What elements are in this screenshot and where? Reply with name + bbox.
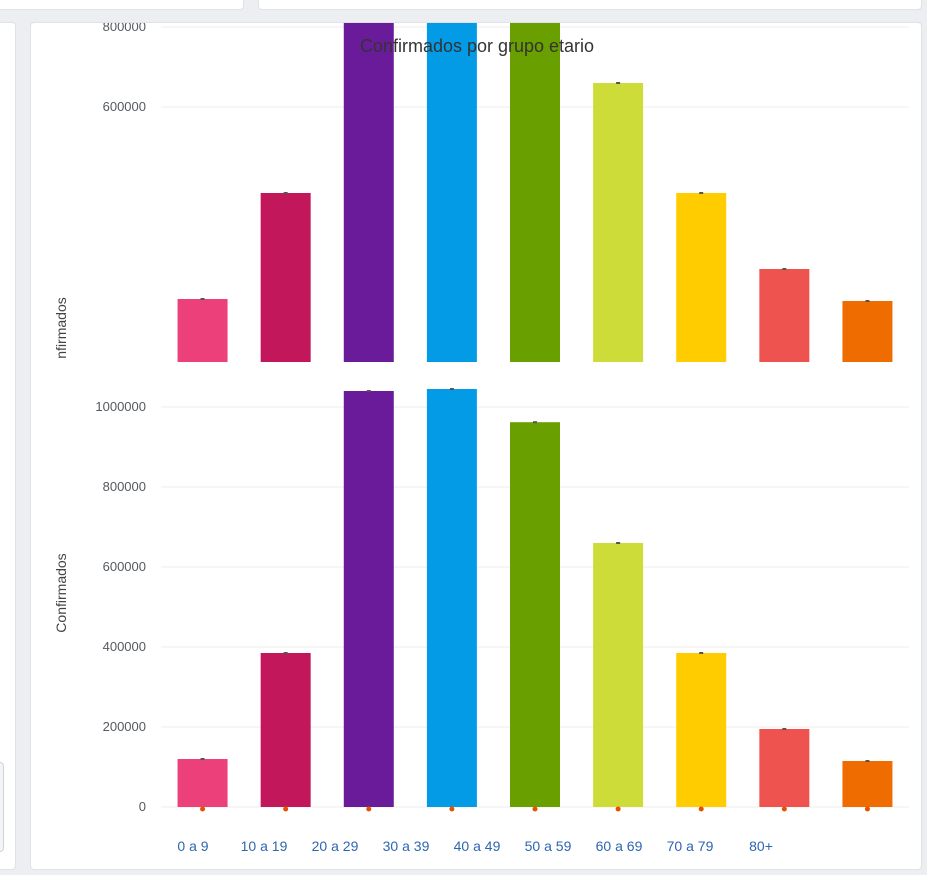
bar-chart: 0 200000 400000 600000 800000 1000000 600000 80… [53,23,909,854]
top-right-panel [258,0,922,10]
y-tick-label: 400000 [103,639,146,654]
bar-base-marker [781,806,787,812]
left-panel [0,22,16,870]
x-tick-label: 40 a 49 [454,838,501,854]
bar-upper-10-a-19[interactable] [260,193,311,362]
left-panel-widget [0,762,4,852]
chart-panel: 0 200000 400000 600000 800000 1000000 600000 80… [30,22,922,870]
bar-70-a-79[interactable] [759,729,810,807]
y-tick-label: 200000 [103,719,146,734]
y-axis-label: Confirmados [53,553,69,632]
bar-upper-top-marker [782,268,787,270]
chart-title: Confirmados por grupo etario [360,36,594,56]
bar-80+[interactable] [842,761,893,807]
bar-base-marker [532,806,538,812]
bar-top-marker [366,390,371,392]
bar-top-marker [782,728,787,730]
y-tick-label: 600000 [103,559,146,574]
bar-top-marker [449,388,454,390]
bar-top-marker [616,542,621,544]
bar-40-a-49[interactable] [510,422,560,807]
x-tick-label: 0 a 9 [177,838,208,854]
y-tick-label-upper: 800000 [103,23,146,34]
x-tick-labels: 0 a 9 10 a 19 20 a 29 30 a 39 40 a 49 50 a 59… [177,838,772,854]
bar-base-marker [366,806,372,812]
bar-base-marker [449,806,455,812]
x-tick-label: 10 a 19 [241,838,288,854]
bar-base-marker [864,806,870,812]
y-tick-label: 0 [139,799,146,814]
bar-upper-top-marker [865,300,870,302]
bar-upper-30-a-39[interactable] [426,23,477,362]
x-tick-label: 60 a 69 [596,838,643,854]
bar-top-marker [533,421,537,424]
top-left-panel [0,0,244,10]
y-axis-label-upper: nfirmados [53,297,69,358]
x-tick-label: 30 a 39 [383,838,430,854]
x-tick-label: 80+ [749,838,773,854]
bar-upper-top-marker [616,82,621,84]
bar-upper-60-a-69[interactable] [676,193,727,362]
bar-30-a-39[interactable] [426,389,477,807]
bar-upper-20-a-29[interactable] [343,23,394,362]
bar-upper-top-marker [699,192,704,194]
bar-top-marker [283,652,288,654]
bar-0-a-9[interactable] [177,759,228,807]
bar-upper-top-marker [283,192,288,194]
bar-upper-70-a-79[interactable] [759,269,810,362]
y-tick-label-upper: 600000 [103,99,146,114]
bar-upper-0-a-9[interactable] [177,299,228,362]
bar-upper-80+[interactable] [842,301,893,362]
bars-layer [177,23,893,812]
bar-upper-50-a-59[interactable] [593,83,644,362]
bar-base-marker [615,806,621,812]
bar-50-a-59[interactable] [593,543,644,807]
y-tick-label: 800000 [103,479,146,494]
bar-10-a-19[interactable] [260,653,311,807]
y-tick-label: 1000000 [95,399,146,414]
x-tick-label: 20 a 29 [312,838,359,854]
bar-top-marker [699,652,704,654]
bar-base-marker [200,806,206,812]
bar-upper-top-marker [200,298,205,300]
bar-top-marker [865,760,870,762]
y-tick-labels: 0 200000 400000 600000 800000 1000000 600000 80… [95,23,146,814]
bar-base-marker [698,806,704,812]
bar-20-a-29[interactable] [343,391,394,807]
bar-base-marker [283,806,289,812]
bar-upper-40-a-49[interactable] [510,23,560,362]
bar-60-a-69[interactable] [676,653,727,807]
x-tick-label: 70 a 79 [667,838,714,854]
bar-top-marker [200,758,205,760]
x-tick-label: 50 a 59 [525,838,572,854]
